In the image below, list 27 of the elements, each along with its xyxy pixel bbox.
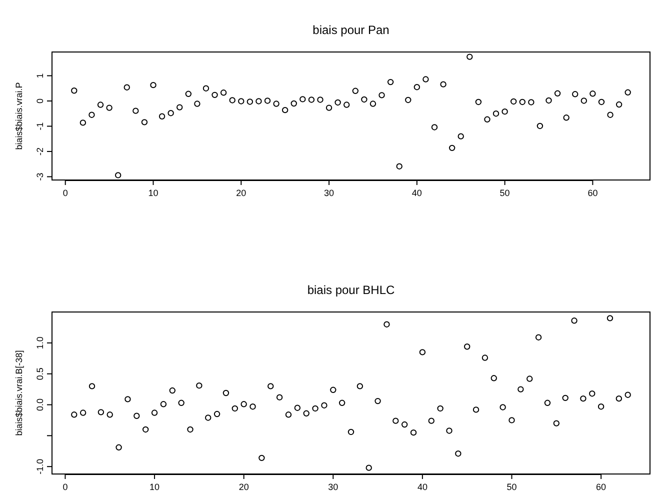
y-tick-label: -2 <box>35 147 45 156</box>
x-tick-label: 30 <box>324 188 334 198</box>
x-tick-label: 50 <box>506 482 517 492</box>
x-tick-label: 10 <box>150 482 160 492</box>
x-tick-label: 40 <box>417 482 428 492</box>
x-tick-label: 10 <box>148 188 158 198</box>
y-tick-label: -1.0 <box>35 458 45 474</box>
y-tick-label: 1.0 <box>35 336 45 350</box>
y-tick-label: 1 <box>35 73 45 78</box>
y-tick-label: 0.0 <box>35 398 45 412</box>
x-tick-label: 0 <box>62 188 68 198</box>
x-tick-label: 0 <box>62 482 68 492</box>
y-axis-title: biais$biais.vrai.P <box>14 82 24 150</box>
x-tick-label: 40 <box>412 188 422 198</box>
x-tick-label: 60 <box>588 188 598 198</box>
x-tick-label: 20 <box>236 188 246 198</box>
y-tick-label: -3 <box>35 172 45 181</box>
x-tick-label: 50 <box>500 188 510 198</box>
y-tick-label: 0 <box>35 98 45 104</box>
x-tick-label: 20 <box>238 482 249 492</box>
x-tick-label: 60 <box>596 482 606 492</box>
chart-title: biais pour BHLC <box>307 283 396 297</box>
y-axis-title: biais$biais.vrai.B[-38] <box>14 350 24 436</box>
y-tick-label: 0.5 <box>35 368 45 380</box>
y-tick-label: -1 <box>35 122 45 130</box>
chart-title: biais pour Pan <box>312 23 390 37</box>
x-tick-label: 30 <box>328 482 338 492</box>
